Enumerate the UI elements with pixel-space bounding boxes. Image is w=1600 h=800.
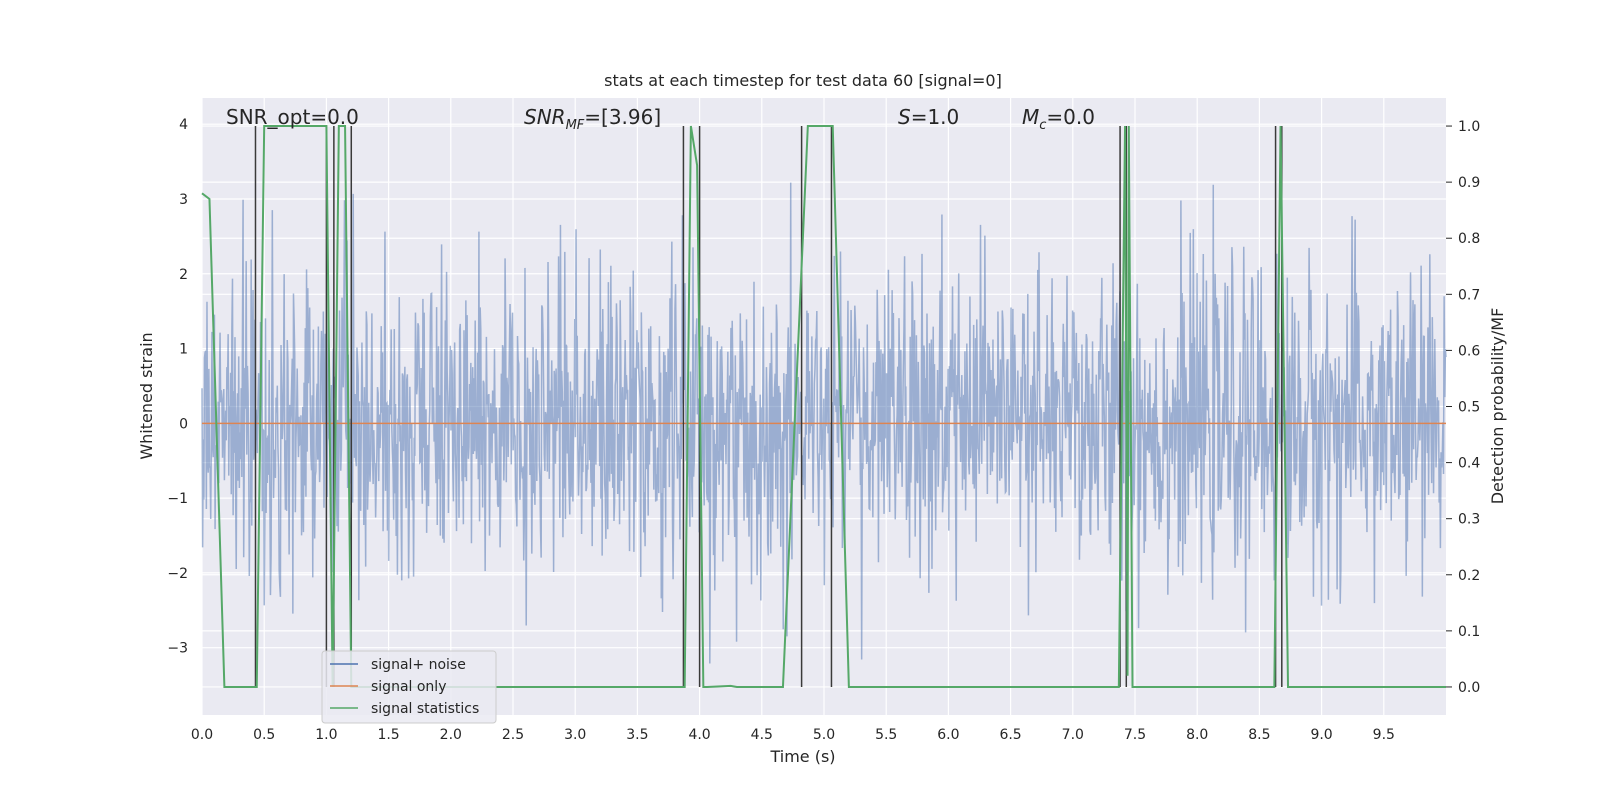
x-tick-label: 1.5: [377, 727, 399, 743]
legend-label-signal-only: signal only: [371, 679, 446, 695]
annotation-mc-value: =0.0: [1046, 105, 1095, 129]
x-tick-label: 7.0: [1062, 727, 1084, 743]
statistics-line: [201, 125, 1446, 688]
y-right-tick-label: 0.3: [1458, 512, 1480, 528]
y-right-tick-label: 0.7: [1458, 287, 1480, 303]
y-right-tick-label: 0.8: [1458, 231, 1480, 247]
y-left-axis-ticks: 4 3 2 1 0 −1 −2 −3: [167, 117, 188, 657]
y-right-tick-label: 0.5: [1458, 400, 1480, 416]
y-left-tick-label: −1: [167, 491, 188, 507]
annotation-snr-mf-symbol: SNR: [524, 105, 566, 129]
annotation-snr-opt: SNR_opt=0.0: [226, 105, 359, 129]
x-tick-label: 4.5: [751, 727, 773, 743]
series-signal-statistics: [201, 125, 1446, 688]
annotation-s: S=1.0: [898, 105, 959, 129]
annotation-s-value: =1.0: [911, 105, 960, 129]
y-right-tick-label: 0.4: [1458, 456, 1480, 472]
x-tick-label: 3.5: [626, 727, 648, 743]
y-right-tick-label: 1.0: [1458, 119, 1480, 135]
y-right-tick-label: 0.2: [1458, 568, 1480, 584]
y-right-tick-label: 0.9: [1458, 175, 1480, 191]
x-axis-ticks: 0.0 0.5 1.0 1.5 2.0 2.5 3.0 3.5 4.0 4.5 5.0 5.5 6.0 6…: [191, 727, 1395, 743]
annotation-s-symbol: S: [898, 105, 911, 129]
chart-title: stats at each timestep for test data 60 …: [604, 71, 1002, 90]
x-tick-label: 2.0: [440, 727, 462, 743]
y-left-tick-label: 4: [179, 117, 188, 133]
y-right-tick-label: 0.0: [1458, 680, 1480, 696]
annotation-mc-symbol: M: [1022, 105, 1039, 129]
y-left-tick-label: 2: [179, 267, 188, 283]
y-right-tick-label: 0.1: [1458, 624, 1480, 640]
y-left-tick-label: 1: [179, 342, 188, 358]
y-left-tick-label: 3: [179, 192, 188, 208]
x-tick-label: 8.0: [1186, 727, 1208, 743]
x-tick-label: 6.5: [999, 727, 1021, 743]
x-tick-label: 0.0: [191, 727, 213, 743]
x-tick-label: 1.0: [315, 727, 337, 743]
x-tick-label: 9.0: [1310, 727, 1332, 743]
x-tick-label: 3.0: [564, 727, 586, 743]
annotation-mc: Mc=0.0: [1022, 105, 1095, 133]
legend-box: [321, 650, 497, 724]
x-tick-label: 8.5: [1248, 727, 1270, 743]
annotation-mc-subscript: c: [1039, 118, 1046, 133]
x-tick-label: 0.5: [253, 727, 275, 743]
annotation-snr-mf-subscript: MF: [566, 118, 585, 133]
x-tick-label: 5.5: [875, 727, 897, 743]
legend: signal+ noise signal only signal statist…: [321, 650, 497, 724]
y-left-tick-label: −3: [167, 641, 188, 657]
y-right-axis-ticks: 1.0 0.9 0.8 0.7 0.6 0.5 0.4 0.3 0.2 0.1 0.0: [1446, 119, 1480, 696]
x-tick-label: 5.0: [813, 727, 835, 743]
y-right-tick-label: 0.6: [1458, 343, 1480, 359]
annotation-snr-mf-value: =[3.96]: [584, 105, 661, 129]
y-left-tick-label: −2: [167, 566, 188, 582]
y-right-axis-label: Detection probability/MF: [1488, 308, 1507, 505]
noise-line: [201, 182, 1447, 664]
legend-label-noise: signal+ noise: [371, 657, 466, 673]
x-axis-label: Time (s): [769, 747, 835, 766]
x-tick-label: 6.0: [937, 727, 959, 743]
legend-label-statistics: signal statistics: [371, 701, 479, 717]
x-tick-label: 7.5: [1124, 727, 1146, 743]
series-signal-noise: [201, 182, 1447, 664]
y-left-axis-label: Whitened strain: [137, 332, 156, 459]
annotation-snr-mf: SNRMF=[3.96]: [524, 105, 661, 133]
x-tick-label: 2.5: [502, 727, 524, 743]
x-tick-label: 9.5: [1373, 727, 1395, 743]
x-tick-label: 4.0: [688, 727, 710, 743]
y-left-tick-label: 0: [179, 416, 188, 432]
